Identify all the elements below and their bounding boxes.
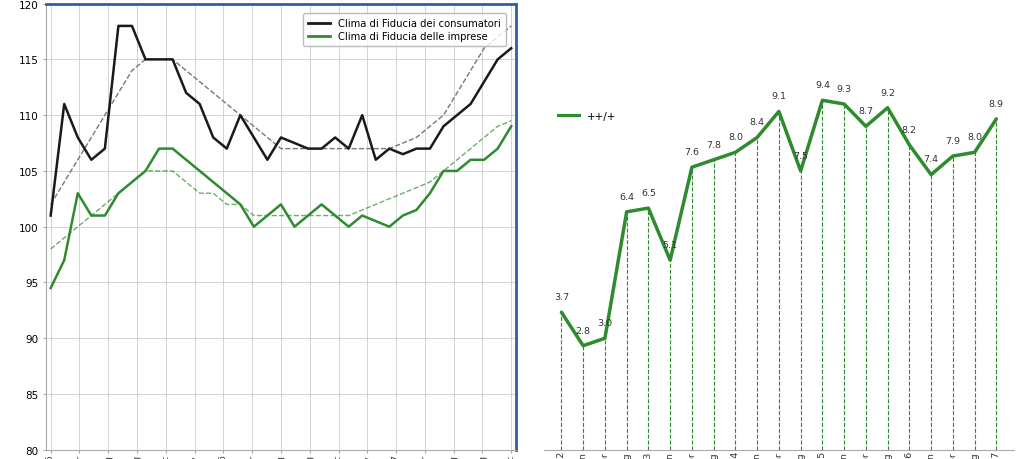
Text: 8.0: 8.0 [967,133,982,142]
Text: 8.2: 8.2 [902,125,916,134]
Text: 6.5: 6.5 [641,189,656,197]
Text: 7.5: 7.5 [794,151,808,161]
Text: 3.7: 3.7 [554,292,569,302]
Text: 8.4: 8.4 [750,118,765,127]
Text: 2.8: 2.8 [575,326,591,335]
Text: 7.6: 7.6 [684,148,699,157]
Legend: ++/+: ++/+ [554,108,621,126]
Text: 9.1: 9.1 [771,92,786,101]
Text: 7.8: 7.8 [707,140,721,149]
Text: 5.1: 5.1 [663,241,678,250]
Text: 3.0: 3.0 [597,319,612,327]
Text: 9.4: 9.4 [815,81,829,90]
Text: 9.2: 9.2 [880,89,895,97]
Text: 7.4: 7.4 [924,155,939,164]
Text: 7.9: 7.9 [945,137,961,146]
Text: 9.3: 9.3 [837,84,852,94]
Legend: Clima di Fiducia dei consumatori, Clima di Fiducia delle imprese: Clima di Fiducia dei consumatori, Clima … [303,14,506,47]
Text: 6.4: 6.4 [620,192,634,201]
Text: 8.0: 8.0 [728,133,742,142]
Text: 8.7: 8.7 [858,107,873,116]
Text: 8.9: 8.9 [989,100,1004,108]
